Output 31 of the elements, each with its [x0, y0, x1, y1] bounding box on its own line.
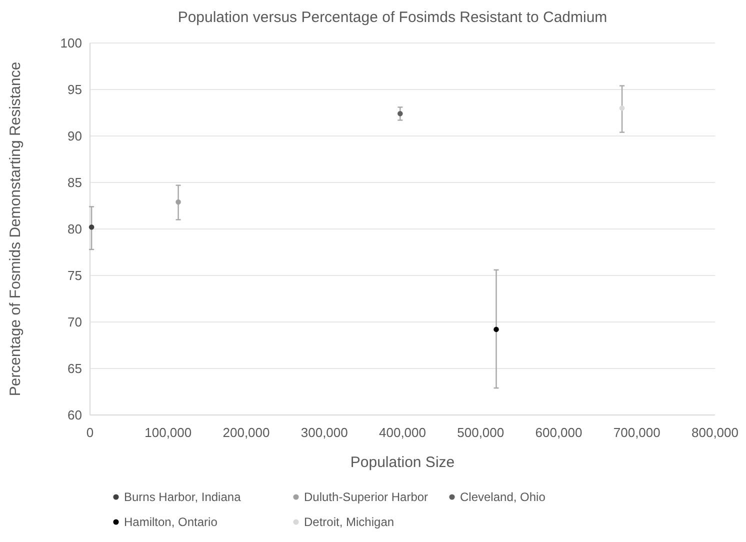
x-tick-label: 200,000 — [222, 425, 270, 440]
y-tick-label: 60 — [68, 408, 82, 423]
x-tick-label: 300,000 — [300, 425, 348, 440]
legend-label: Burns Harbor, Indiana — [124, 490, 242, 504]
y-tick-label: 85 — [68, 175, 82, 190]
point — [494, 326, 499, 332]
x-tick-label: 800,000 — [692, 425, 738, 440]
y-tick-label: 75 — [68, 268, 82, 284]
point — [619, 105, 625, 111]
legend-label: Cleveland, Ohio — [460, 490, 546, 504]
point — [398, 111, 403, 116]
x-tick-label: 500,000 — [457, 425, 504, 440]
y-tick-label: 70 — [68, 314, 82, 330]
chart-title: Population versus Percentage of Fosimds Resistant to Cadmium — [178, 9, 608, 26]
y-tick-label: 95 — [68, 82, 82, 98]
y-tick-label: 90 — [68, 128, 82, 144]
point — [88, 224, 94, 230]
y-tick-label: 100 — [60, 36, 82, 51]
legend-label: Hamilton, Ontario — [124, 515, 218, 530]
y-axis-title: Percentage of Fosmids Demonstarting Resistance — [7, 62, 24, 396]
x-axis-title: Population Size — [350, 454, 455, 471]
y-tick-label: 80 — [68, 222, 82, 237]
legend-label: Duluth-Superior Harbor — [304, 490, 428, 504]
x-tick-label: 400,000 — [379, 425, 426, 440]
x-tick-label: 700,000 — [613, 425, 660, 440]
y-tick-label: 65 — [68, 361, 82, 376]
point — [176, 199, 181, 205]
x-tick-label: 100,000 — [144, 425, 192, 440]
x-tick-label: 0 — [86, 425, 94, 440]
legend-label: Detroit, Michigan — [304, 515, 394, 530]
x-tick-label: 600,000 — [535, 425, 582, 440]
